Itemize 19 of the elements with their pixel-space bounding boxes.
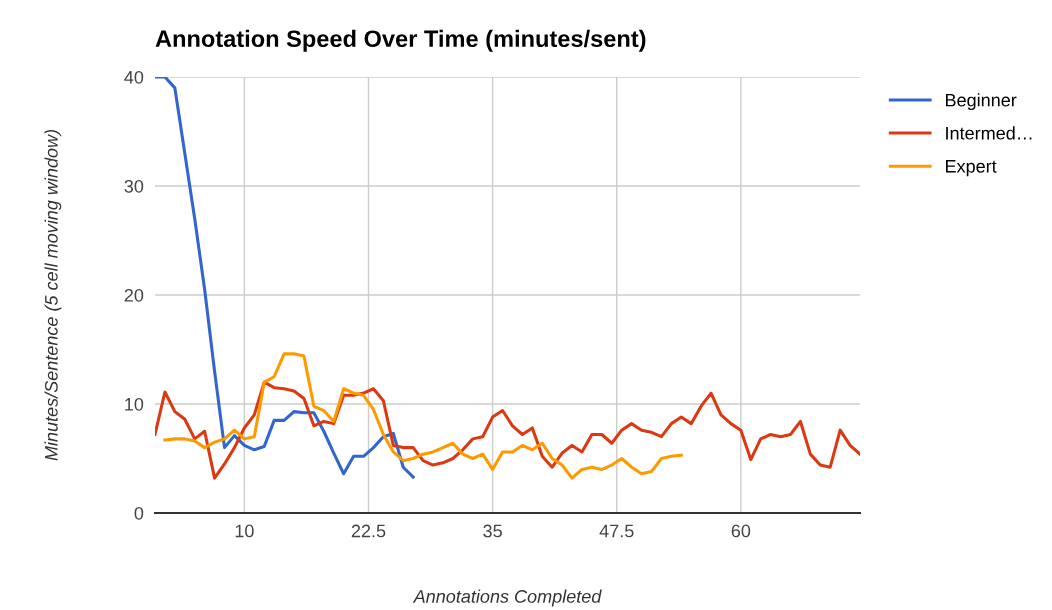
y-tick-label: 10 bbox=[125, 397, 144, 411]
x-tick-label: 10 bbox=[235, 524, 254, 538]
line-series bbox=[155, 77, 415, 479]
y-tick-label: 0 bbox=[134, 506, 144, 520]
x-axis-title: Annotations Completed bbox=[412, 589, 602, 607]
line-series bbox=[163, 352, 683, 480]
legend-label: Expert bbox=[946, 160, 997, 177]
x-tick-label: 22.5 bbox=[351, 524, 386, 538]
y-tick-label: 30 bbox=[124, 179, 144, 193]
y-axis-title: Minutes/Sentence (5 cell moving window) bbox=[44, 129, 62, 461]
legend-label: Beginner bbox=[946, 93, 1017, 111]
y-tick-label: 40 bbox=[124, 70, 144, 84]
x-tick-label: 35 bbox=[483, 524, 502, 538]
x-tick-label: 60 bbox=[731, 524, 751, 538]
x-tick-label: 47.5 bbox=[599, 524, 634, 538]
chart-title: Annotation Speed Over Time (minutes/sent) bbox=[155, 29, 646, 52]
line-series bbox=[155, 380, 860, 480]
y-tick-label: 20 bbox=[124, 288, 144, 302]
legend-label: Intermed… bbox=[946, 126, 1032, 140]
